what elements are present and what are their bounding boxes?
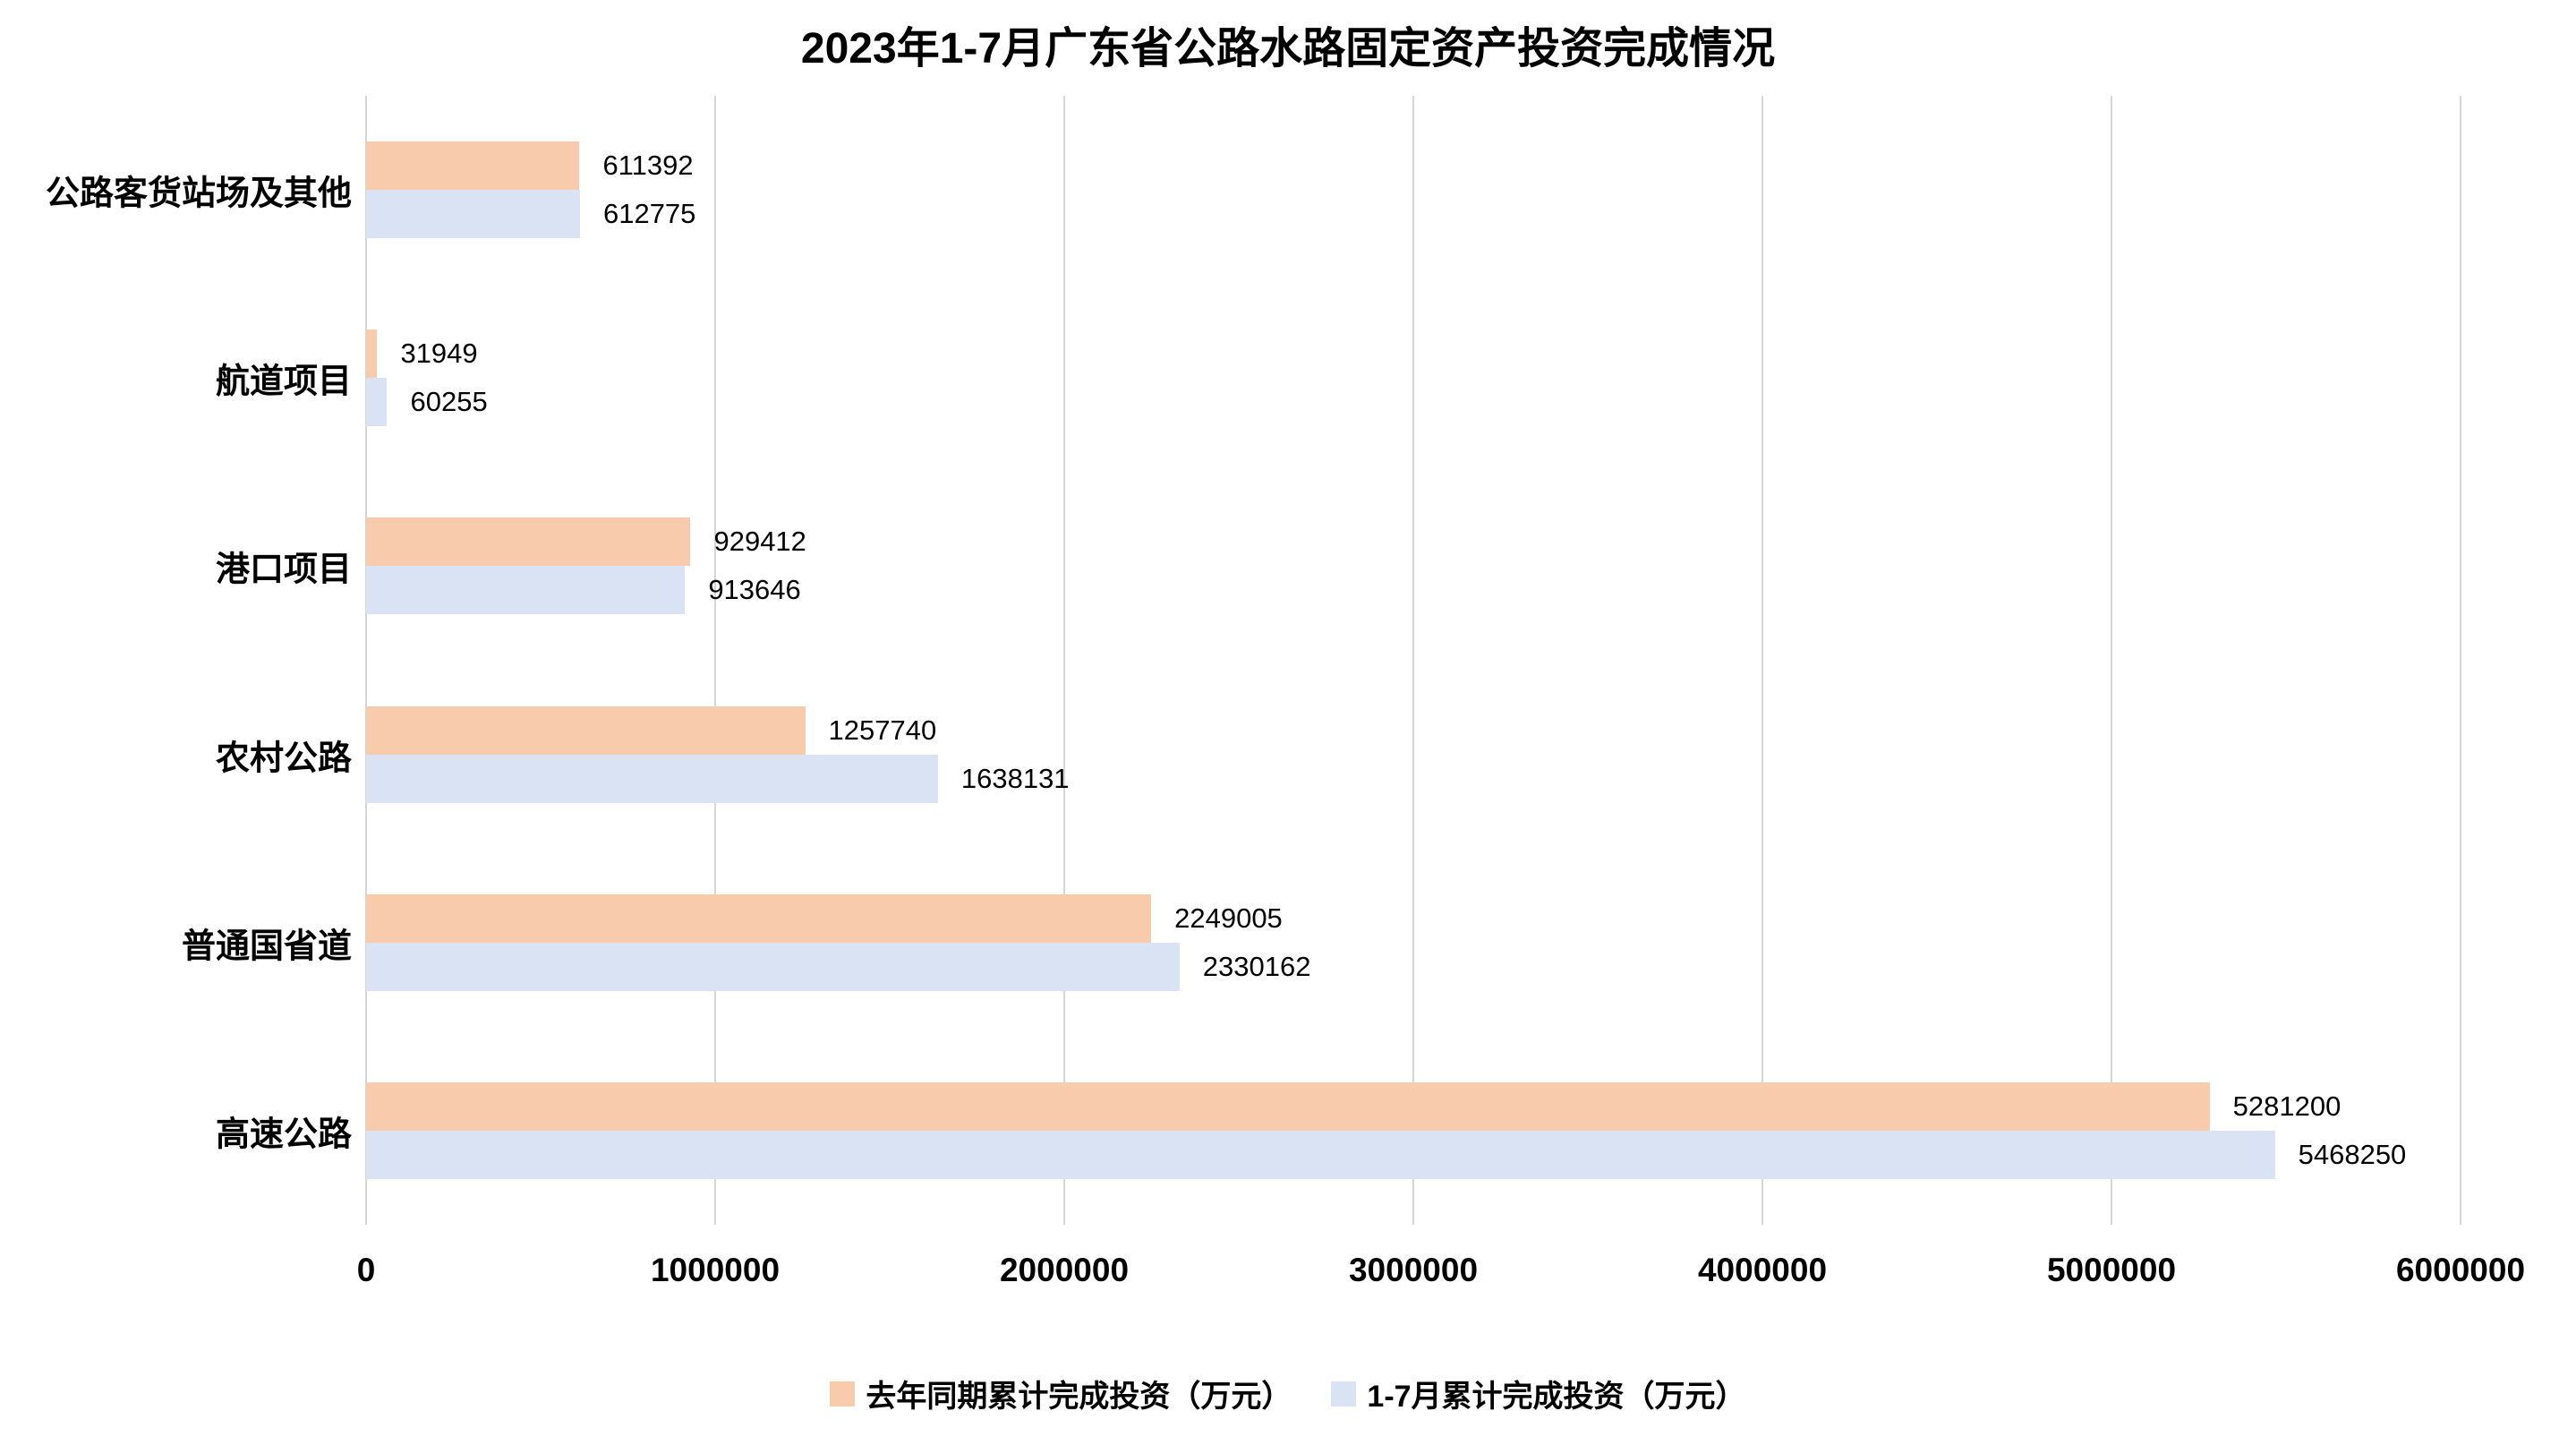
bar-value-label: 60255 (410, 386, 488, 418)
bar-line: 31949 (366, 329, 2461, 379)
x-tick-label: 6000000 (2395, 1252, 2526, 1288)
chart-title: 2023年1-7月广东省公路水路固定资产投资完成情况 (800, 25, 1776, 73)
bar-value-label: 913646 (708, 574, 801, 606)
bar-line: 5281200 (366, 1082, 2461, 1131)
category-label: 农村公路 (215, 740, 352, 778)
legend: 去年同期累计完成投资（万元） 1-7月累计完成投资（万元） (0, 1372, 2576, 1415)
bar-value-label: 31949 (400, 338, 478, 370)
x-tick-label: 4000000 (1697, 1252, 1828, 1288)
category-row: 高速公路 5281200 5468250 (216, 1037, 2461, 1225)
bar-rows: 公路客货站场及其他 611392 612775 航道项目 31949 60255… (46, 96, 2461, 1225)
bar (366, 754, 938, 803)
category-row: 航道项目 31949 60255 (216, 284, 2461, 472)
bar-group: 929412 913646 (366, 517, 2461, 615)
bar-group: 5281200 5468250 (366, 1082, 2461, 1179)
legend-series-label: 去年同期累计完成投资（万元） (866, 1380, 1292, 1414)
bar-group: 2249005 2330162 (366, 894, 2461, 991)
bar (366, 942, 1180, 991)
bar-line: 5468250 (366, 1130, 2461, 1179)
category-label: 港口项目 (215, 551, 352, 589)
gridline (2460, 96, 2461, 1225)
bar (366, 329, 378, 379)
bar-value-label: 1257740 (828, 714, 937, 746)
plot-area: 公路客货站场及其他 611392 612775 航道项目 31949 60255… (46, 96, 2461, 1225)
bar-value-label: 1638131 (960, 762, 1070, 794)
bar-group: 31949 60255 (366, 329, 2461, 427)
bar-group: 1257740 1638131 (366, 705, 2461, 803)
bar-line: 913646 (366, 566, 2461, 615)
gridline (2111, 96, 2112, 1225)
legend-item: 1-7月累计完成投资（万元） (1331, 1372, 1746, 1415)
legend-item: 去年同期累计完成投资（万元） (830, 1372, 1292, 1415)
bar-line: 612775 (366, 190, 2461, 239)
bar-line: 611392 (366, 141, 2461, 191)
category-row: 公路客货站场及其他 611392 612775 (46, 96, 2461, 284)
bar-group: 611392 612775 (366, 141, 2461, 239)
bar-line: 1638131 (366, 754, 2461, 803)
x-axis-tick-labels: 0 1000000 2000000 3000000 4000000 5000000 6000… (357, 1252, 2525, 1293)
category-label: 普通国省道 (181, 928, 352, 966)
bar (366, 141, 580, 191)
x-tick-label: 2000000 (999, 1252, 1130, 1288)
legend-swatch (1331, 1381, 1357, 1407)
bar-line: 929412 (366, 517, 2461, 567)
bar (366, 1082, 2210, 1131)
bar-line: 2330162 (366, 942, 2461, 991)
bar-value-label: 612775 (602, 198, 696, 230)
x-tick-label: 5000000 (2046, 1252, 2177, 1288)
bar-value-label: 929412 (713, 526, 806, 558)
bar-value-label: 611392 (602, 150, 694, 182)
bar (366, 894, 1152, 943)
bar-line: 60255 (366, 378, 2461, 427)
category-label: 高速公路 (215, 1116, 352, 1154)
gridlines (365, 96, 2461, 1225)
bar-value-label: 2249005 (1174, 902, 1283, 934)
bar-line: 2249005 (366, 894, 2461, 943)
bar (366, 190, 580, 239)
bar-value-label: 5281200 (2232, 1090, 2341, 1122)
legend-swatch (830, 1381, 856, 1407)
x-tick-label: 3000000 (1348, 1252, 1479, 1288)
bar (366, 517, 691, 567)
bar (366, 1130, 2275, 1179)
category-row: 普通国省道 2249005 2330162 (182, 849, 2461, 1037)
bar-line: 1257740 (366, 705, 2461, 755)
category-label: 航道项目 (215, 363, 352, 401)
gridline (714, 96, 716, 1225)
bar (366, 566, 686, 615)
category-row: 农村公路 1257740 1638131 (216, 661, 2461, 849)
gridline (1761, 96, 1763, 1225)
category-label: 公路客货站场及其他 (45, 175, 352, 213)
bar-value-label: 2330162 (1202, 950, 1311, 982)
gridline (1063, 96, 1065, 1225)
gridline (365, 96, 367, 1225)
bar-value-label: 5468250 (2298, 1138, 2407, 1170)
gridline (1412, 96, 1414, 1225)
bar (366, 378, 388, 427)
category-row: 港口项目 929412 913646 (216, 472, 2461, 660)
x-tick-label: 0 (356, 1252, 376, 1288)
bar (366, 705, 806, 755)
legend-series-label: 1-7月累计完成投资（万元） (1367, 1380, 1746, 1414)
x-tick-label: 1000000 (650, 1252, 780, 1288)
